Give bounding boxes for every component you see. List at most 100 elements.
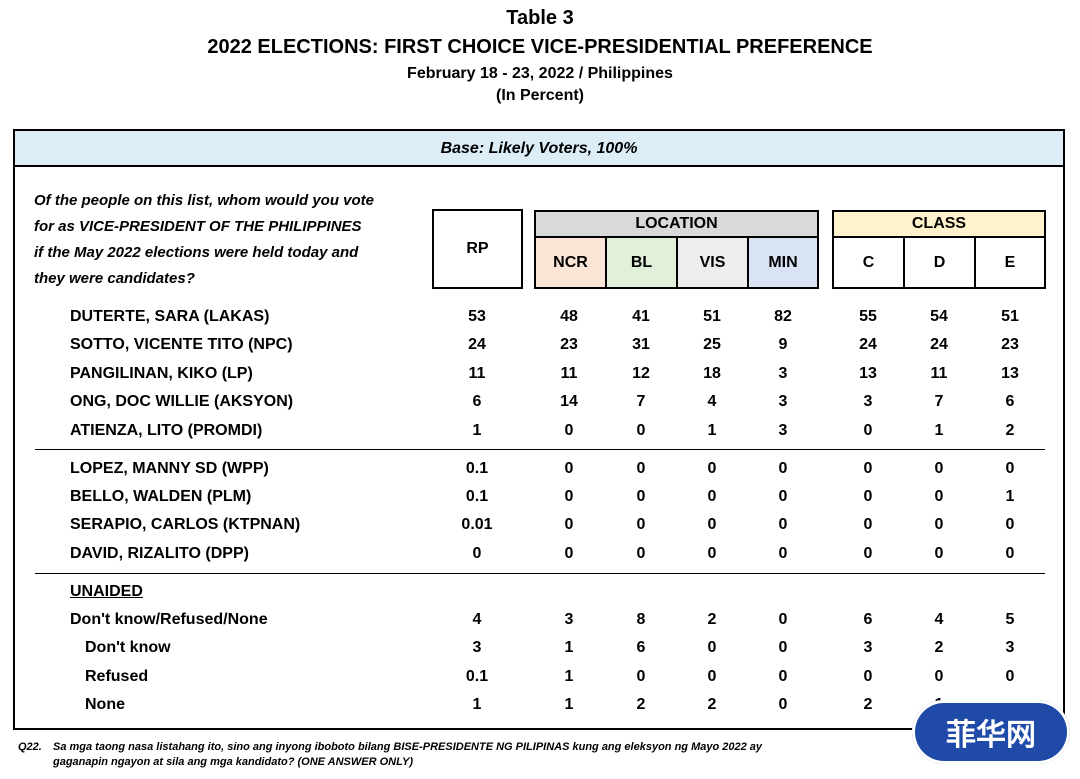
table-cell: 0 [934,545,944,562]
table-cell: 55 [859,308,877,325]
table-cell: 0 [707,545,717,562]
table-cell: 0 [778,668,788,685]
row-label: Refused [85,668,149,685]
table-cell: 24 [468,336,486,353]
table-cell: 54 [930,308,948,325]
table-cell: 1 [472,696,482,713]
table-cell: 3 [778,422,788,439]
table-cell: 6 [472,393,482,410]
table-cell: 2 [636,696,646,713]
base-bar: Base: Likely Voters, 100% [15,131,1063,167]
footnote-number: Q22. [18,741,42,753]
table-cell: 1 [564,639,574,656]
table-cell: 0 [863,668,873,685]
table-cell: 13 [859,365,877,382]
col-header-ncr: NCR [534,236,607,289]
table-cell: 23 [1001,336,1019,353]
table-cell: 0 [863,460,873,477]
table-cell: 3 [1005,639,1015,656]
table-cell: 0 [707,516,717,533]
table-cell: 0 [778,639,788,656]
table-cell: 0 [778,545,788,562]
row-divider [35,573,1045,574]
unit-note: (In Percent) [495,87,584,104]
row-label: DAVID, RIZALITO (DPP) [70,545,249,562]
col-header-vis: VIS [676,236,749,289]
table-cell: 4 [472,611,482,628]
table-cell: 5 [1005,611,1015,628]
table-cell: 0 [472,545,482,562]
table-cell: 3 [778,393,788,410]
table-cell: 9 [778,336,788,353]
table-cell: 2 [863,696,873,713]
footnote-line: gaganapin ngayon at sila ang mga kandida… [53,756,413,768]
table-cell: 3 [863,393,873,410]
table-cell: 0 [707,460,717,477]
question-line: they were candidates? [34,270,195,287]
table-cell: 0 [778,460,788,477]
row-divider [35,449,1045,450]
table-cell: 11 [930,365,948,382]
col-header-min-label: MIN [768,253,798,271]
table-cell: 31 [632,336,650,353]
row-label: SOTTO, VICENTE TITO (NPC) [70,336,293,353]
table-cell: 6 [1005,393,1015,410]
table-cell: 0.01 [461,516,493,533]
table-cell: 0 [707,668,717,685]
table-cell: 18 [703,365,721,382]
table-cell: 24 [930,336,948,353]
table-cell: 4 [707,393,717,410]
table-cell: 2 [707,611,717,628]
row-label: DUTERTE, SARA (LAKAS) [70,308,270,325]
table-cell: 0.1 [465,488,489,505]
question-line: if the May 2022 elections were held toda… [34,244,359,261]
col-header-e: E [974,236,1046,289]
row-label: ONG, DOC WILLIE (AKSYON) [70,393,294,410]
row-label: UNAIDED [70,583,143,600]
col-header-c: C [832,236,905,289]
table-cell: 0 [636,422,646,439]
table-title: 2022 ELECTIONS: FIRST CHOICE VICE-PRESID… [207,36,873,58]
table-cell: 3 [472,639,482,656]
table-cell: 1 [472,422,482,439]
table-cell: 0 [934,668,944,685]
table-cell: 11 [560,365,578,382]
col-header-rp: RP [432,209,523,289]
table-cell: 1 [564,668,574,685]
table-cell: 8 [636,611,646,628]
table-cell: 0 [564,545,574,562]
table-cell: 0 [1005,545,1015,562]
table-cell: 23 [560,336,578,353]
col-header-rp-label: RP [466,240,489,257]
table-cell: 12 [632,365,650,382]
table-cell: 1 [1005,488,1015,505]
col-header-min: MIN [747,236,819,289]
table-cell: 2 [1005,422,1015,439]
table-cell: 1 [707,422,717,439]
table-cell: 0 [564,460,574,477]
table-cell: 7 [636,393,646,410]
table-cell: 14 [560,393,578,410]
row-label: ATIENZA, LITO (PROMDI) [70,422,263,439]
table-cell: 7 [934,393,944,410]
table-cell: 51 [1001,308,1019,325]
table-cell: 24 [859,336,877,353]
row-label: BELLO, WALDEN (PLM) [70,488,252,505]
row-label: LOPEZ, MANNY SD (WPP) [70,460,269,477]
col-group-location-label: LOCATION [635,215,718,232]
table-cell: 0 [934,488,944,505]
row-label: SERAPIO, CARLOS (KTPNAN) [70,516,301,533]
table-cell: 2 [934,639,944,656]
col-header-d: D [903,236,976,289]
table-cell: 0 [1005,668,1015,685]
col-header-c-label: C [862,253,875,271]
table-cell: 3 [863,639,873,656]
question-line: for as VICE-PRESIDENT OF THE PHILIPPINES [34,218,362,235]
col-header-e-label: E [1004,253,1016,271]
table-cell: 0 [1005,460,1015,477]
watermark-logo: 菲华网 [912,700,1070,764]
row-label: None [85,696,125,713]
table-cell: 48 [560,308,578,325]
footnote-text: Sa mga taong nasa listahang ito, sino an… [53,740,853,770]
table-cell: 0 [1005,516,1015,533]
